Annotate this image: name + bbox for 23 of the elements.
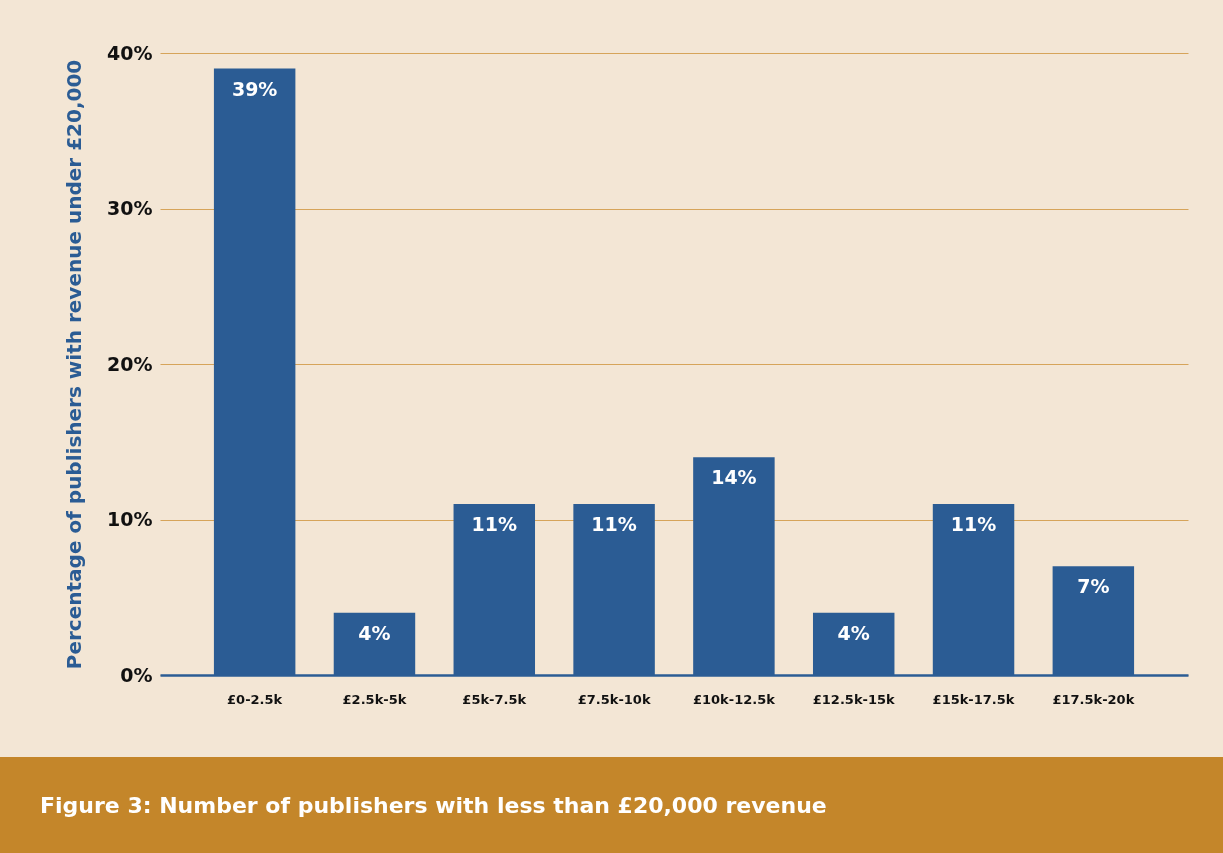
y-tick-label: 30% bbox=[107, 197, 153, 219]
data-label: 4% bbox=[837, 621, 870, 644]
x-tick-label: £10k-12.5k bbox=[692, 691, 776, 707]
y-tick-label: 10% bbox=[107, 508, 153, 530]
x-tick-label: £2.5k-5k bbox=[342, 691, 407, 707]
data-label: 39% bbox=[231, 77, 278, 100]
data-label: 4% bbox=[358, 621, 391, 644]
y-axis-title: Percentage of publishers with revenue under £20,000 bbox=[62, 59, 87, 670]
x-tick-label: £15k-17.5k bbox=[932, 691, 1015, 707]
x-tick-label: £17.5k-20k bbox=[1052, 691, 1135, 707]
data-label: 7% bbox=[1077, 575, 1110, 598]
x-tick-label: £7.5k-10k bbox=[577, 691, 651, 707]
x-tick-label: £5k-7.5k bbox=[462, 691, 527, 707]
y-tick-label: 20% bbox=[107, 352, 153, 375]
data-label: 14% bbox=[711, 466, 757, 489]
data-label: 11% bbox=[471, 512, 518, 535]
x-tick-label: £0-2.5k bbox=[227, 691, 283, 707]
x-tick-label: £12.5k-15k bbox=[812, 691, 896, 707]
data-label: 11% bbox=[950, 512, 997, 535]
text: Figure 3: Number of publishers with less than £20,000 revenue bbox=[0, 757, 1223, 853]
y-tick-label: 0% bbox=[120, 663, 153, 686]
data-label: 11% bbox=[591, 512, 637, 535]
y-tick-label: 40% bbox=[107, 41, 153, 64]
